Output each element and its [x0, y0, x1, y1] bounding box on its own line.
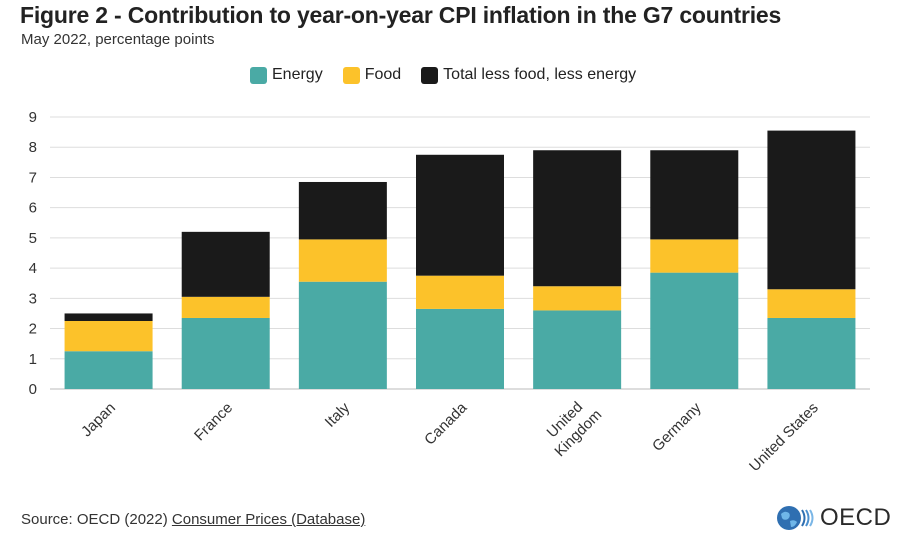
y-tick-label: 2 — [29, 321, 37, 338]
bar-core[interactable] — [298, 181, 387, 240]
legend-item-food[interactable]: Food — [342, 66, 402, 84]
legend-item-core[interactable]: Total less food, less energy — [421, 66, 636, 84]
bar-core[interactable] — [767, 130, 856, 290]
chart-title: Figure 2 - Contribution to year-on-year … — [20, 2, 782, 28]
x-tick-label-group: Italy — [322, 399, 354, 431]
oecd-logo: OECD — [776, 503, 891, 533]
bar-core[interactable] — [64, 313, 153, 321]
x-tick-label: Germany — [649, 399, 705, 455]
bar-energy[interactable] — [298, 281, 387, 389]
x-tick-label: France — [191, 399, 236, 444]
source-note: Source: OECD (2022) Consumer Prices (Dat… — [21, 511, 365, 528]
x-tick-label-group: France — [191, 399, 236, 444]
source-prefix: Source: OECD (2022) — [21, 511, 172, 528]
oecd-globe-icon — [777, 506, 814, 530]
bar-energy[interactable] — [64, 351, 153, 389]
bar-food[interactable] — [416, 275, 504, 309]
y-tick-label: 6 — [29, 200, 37, 217]
y-tick-label: 4 — [29, 260, 37, 277]
y-tick-label: 0 — [29, 381, 37, 398]
legend: Energy Food Total less food, less energy — [250, 66, 656, 84]
legend-item-energy[interactable]: Energy — [250, 66, 323, 84]
x-tick-label-group: Canada — [421, 399, 471, 449]
bar-energy[interactable] — [650, 272, 739, 389]
bar-food[interactable] — [533, 286, 622, 311]
bar-energy[interactable] — [767, 317, 856, 389]
legend-swatch-food — [342, 66, 360, 84]
bar-food[interactable] — [64, 321, 153, 352]
bar-food[interactable] — [181, 296, 270, 318]
x-tick-label: Canada — [421, 399, 471, 449]
y-tick-label: 8 — [29, 139, 37, 156]
x-tick-label-group: United States — [746, 399, 822, 475]
y-tick-label: 1 — [29, 351, 37, 368]
x-tick-label-group: Japan — [78, 399, 119, 440]
bar-energy[interactable] — [533, 310, 622, 389]
x-tick-label-group: Germany — [649, 399, 705, 455]
y-tick-label: 9 — [29, 109, 37, 126]
bar-core[interactable] — [416, 154, 504, 276]
oecd-logo-text: OECD — [820, 504, 892, 531]
x-tick-label: Italy — [322, 399, 354, 431]
chart-subtitle: May 2022, percentage points — [21, 31, 215, 48]
source-link[interactable]: Consumer Prices (Database) — [171, 511, 366, 528]
legend-label-core: Total less food, less energy — [443, 66, 637, 83]
bar-food[interactable] — [650, 239, 739, 273]
stacked-bar-chart: 0 1 2 3 4 5 6 7 8 9 Japan France Italy Canada UnitedKi… — [29, 109, 870, 475]
y-tick-label: 3 — [29, 290, 37, 307]
bar-energy[interactable] — [416, 308, 504, 389]
bar-core[interactable] — [181, 231, 270, 297]
x-tick-label: Japan — [78, 399, 119, 440]
legend-swatch-energy — [250, 66, 267, 84]
legend-swatch-core — [421, 66, 439, 84]
y-tick-label: 5 — [29, 230, 37, 247]
bar-core[interactable] — [533, 150, 622, 287]
x-tick-label: United States — [746, 399, 822, 475]
bar-core[interactable] — [650, 150, 739, 240]
bar-food[interactable] — [298, 239, 387, 282]
legend-label-food: Food — [364, 66, 402, 83]
y-tick-label: 7 — [29, 169, 37, 186]
bar-food[interactable] — [767, 289, 856, 318]
bar-energy[interactable] — [181, 317, 270, 389]
legend-label-energy: Energy — [272, 66, 323, 83]
